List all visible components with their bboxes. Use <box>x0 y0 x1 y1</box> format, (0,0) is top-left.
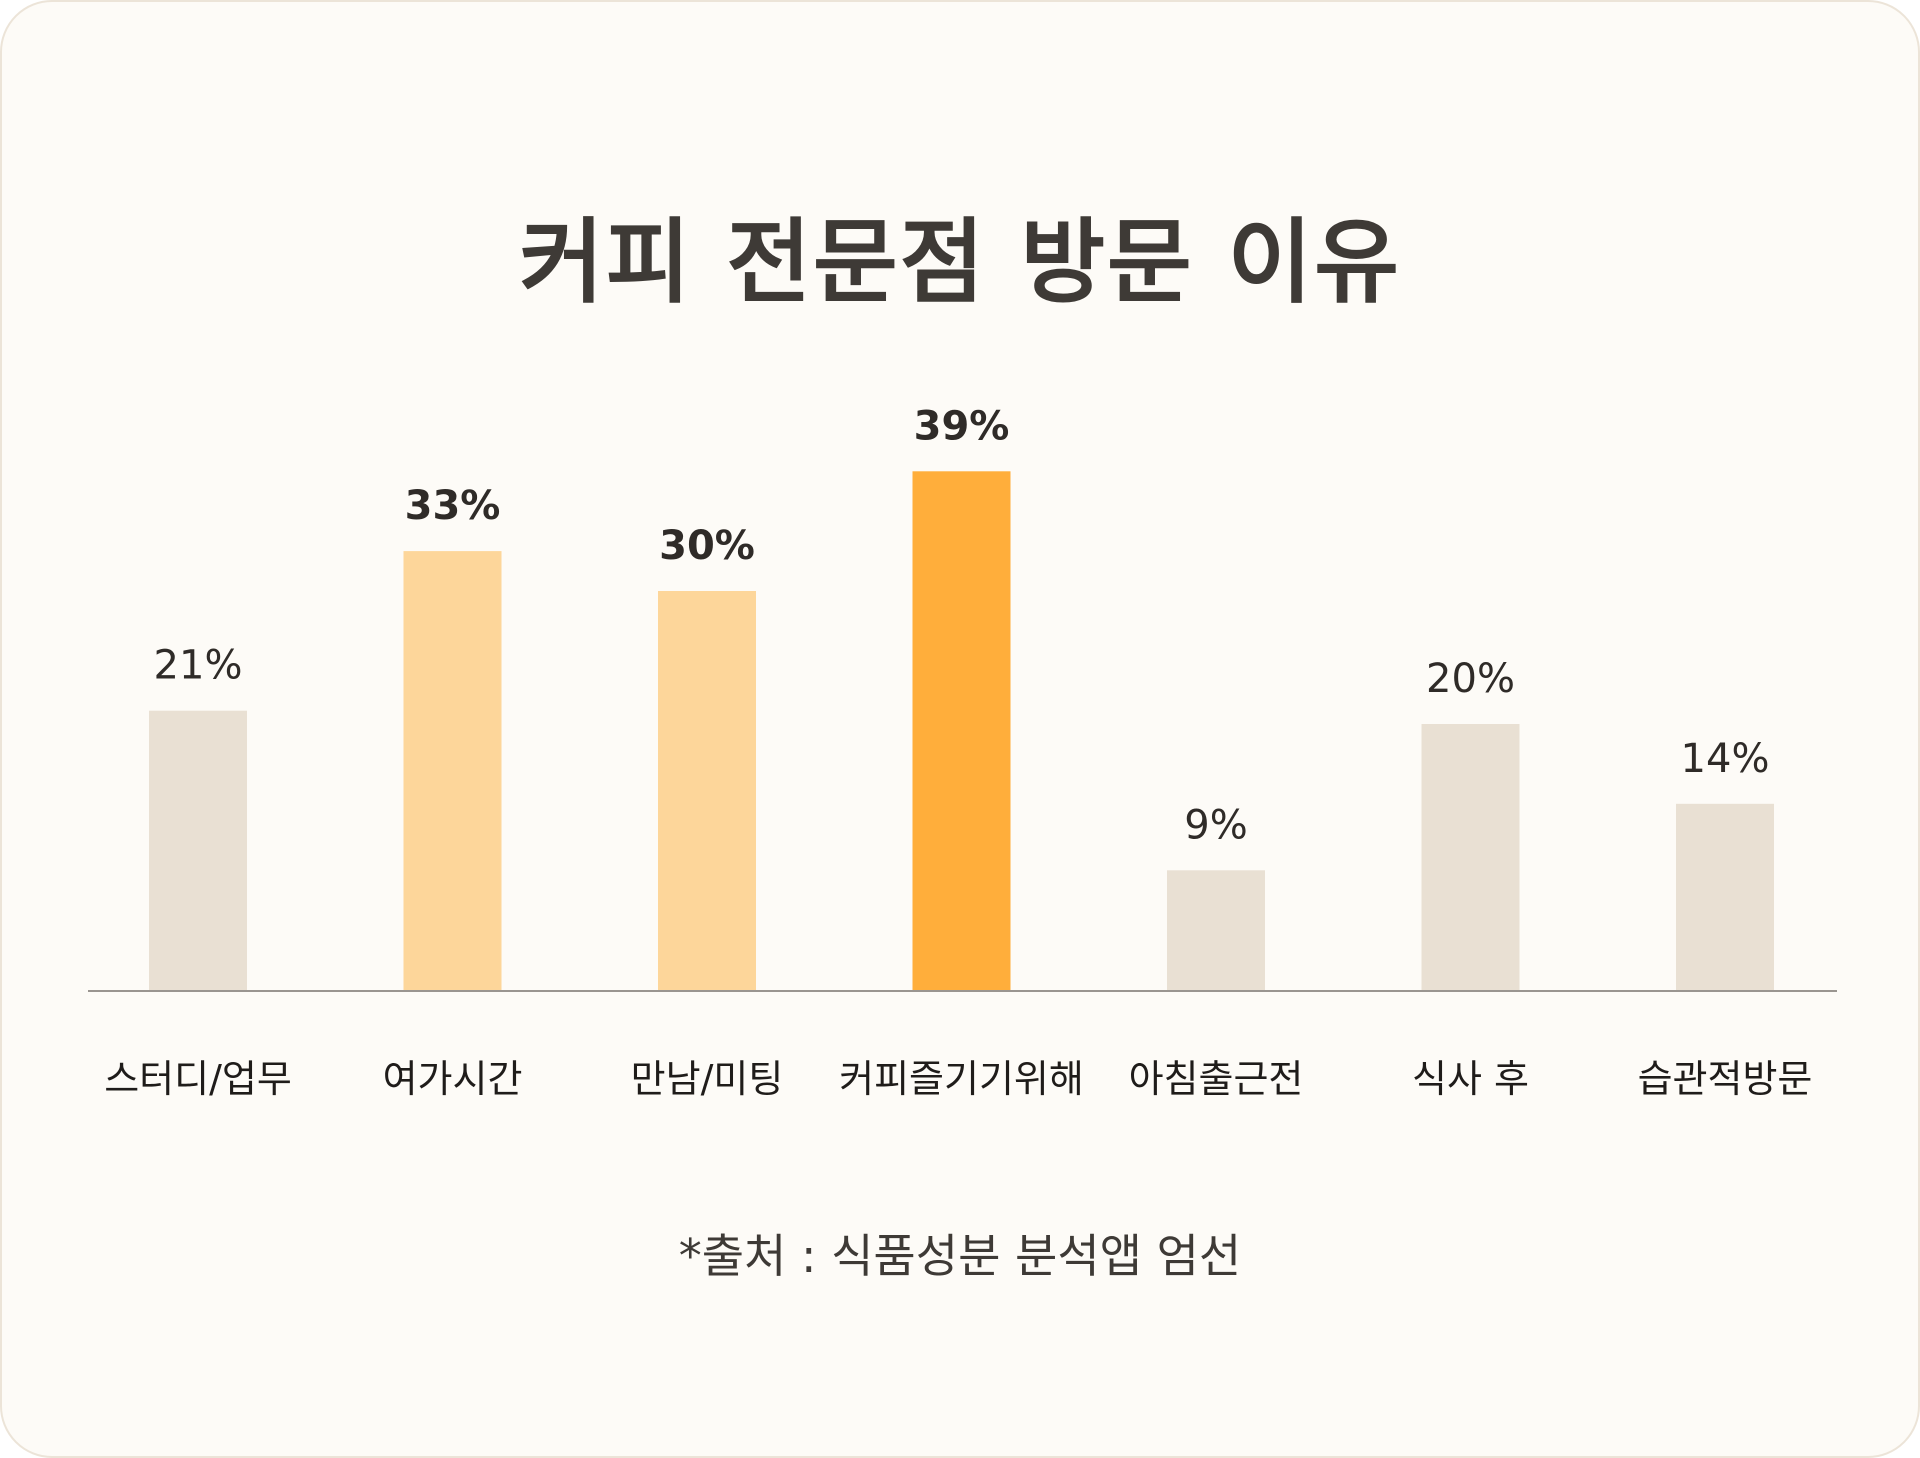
bar-3 <box>912 471 1011 990</box>
value-label-2: 30% <box>659 523 755 569</box>
bars-layer <box>149 471 1774 990</box>
value-label-1: 33% <box>405 483 501 529</box>
labels-layer: 21% 스터디/업무 33% 여가시간 30% 만남/미팅 39% 커피즐기기위해 9% 아침출근… <box>104 403 1812 1101</box>
value-label-5: 20% <box>1426 656 1515 702</box>
source-note: *출처 : 식품성분 분석앱 엄선 <box>678 1229 1242 1283</box>
value-label-6: 14% <box>1681 736 1770 782</box>
bar-6 <box>1676 803 1774 990</box>
chart-title: 커피 전문점 방문 이유 <box>519 209 1401 316</box>
bar-1 <box>403 551 502 990</box>
category-label-2: 만남/미팅 <box>631 1057 784 1101</box>
value-label-3: 39% <box>914 403 1010 449</box>
category-label-3: 커피즐기기위해 <box>839 1057 1084 1101</box>
value-label-4: 9% <box>1184 802 1247 848</box>
category-label-4: 아침출근전 <box>1129 1057 1304 1101</box>
bar-5 <box>1421 724 1520 990</box>
bar-4 <box>1167 870 1265 990</box>
category-label-0: 스터디/업무 <box>104 1057 292 1101</box>
bar-0 <box>149 710 247 990</box>
category-label-6: 습관적방문 <box>1638 1057 1813 1101</box>
category-label-1: 여가시간 <box>383 1057 523 1101</box>
value-label-0: 21% <box>154 643 243 689</box>
bar-2 <box>658 591 756 990</box>
category-label-5: 식사 후 <box>1412 1057 1529 1101</box>
